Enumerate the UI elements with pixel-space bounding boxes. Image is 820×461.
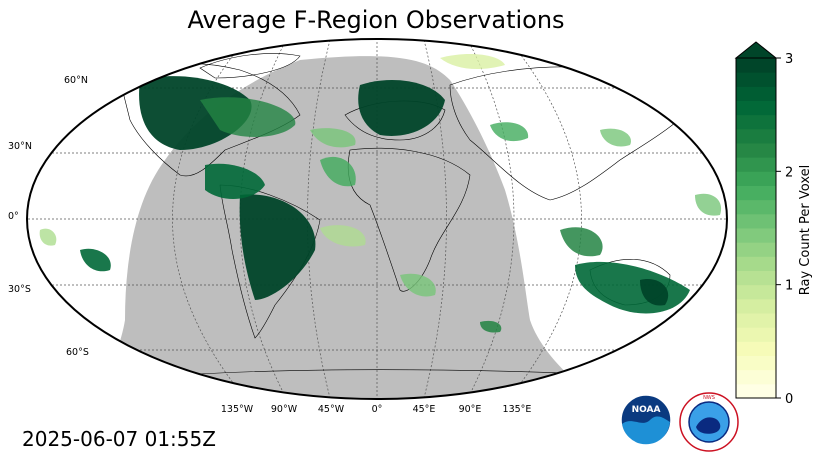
- lat-label: 0°: [8, 211, 19, 222]
- colorbar-label: Ray Count Per Voxel: [798, 165, 813, 295]
- map-title: Average F-Region Observations: [187, 6, 565, 34]
- noaa-logo: NOAA: [620, 394, 672, 446]
- colorbar-band: [736, 213, 776, 229]
- colorbar-band: [736, 341, 776, 356]
- lon-label: 135°E: [502, 404, 532, 415]
- colorbar-band: [736, 114, 776, 130]
- colorbar-band: [736, 128, 776, 144]
- colorbar-band: [736, 72, 776, 87]
- lon-label: 135°W: [220, 404, 254, 415]
- colorbar-frame: [735, 57, 777, 399]
- colorbar-band: [736, 185, 776, 201]
- colorbar-band: [736, 313, 776, 328]
- lon-label: 45°E: [412, 404, 436, 415]
- colorbar-band: [736, 171, 776, 186]
- colorbar-extend-arrow: [734, 41, 778, 59]
- colorbar-band: [736, 256, 776, 271]
- colorbar-band: [736, 100, 776, 116]
- colorbar-band: [736, 284, 776, 300]
- colorbar-band: [736, 58, 776, 73]
- lat-label: 60°S: [66, 347, 89, 358]
- lon-label: 90°W: [270, 404, 298, 415]
- colorbar-band: [736, 270, 776, 286]
- nws-lettering: NWS: [703, 395, 715, 401]
- colorbar-band: [736, 298, 776, 314]
- colorbar-bands: [736, 58, 776, 399]
- colorbar-tick-label: 2: [785, 165, 793, 180]
- colorbar-band: [736, 355, 776, 371]
- colorbar-ticks: 0 1 2 3: [776, 52, 793, 407]
- colorbar-band: [736, 157, 776, 172]
- colorbar-band: [736, 327, 776, 342]
- lon-label: 90°E: [458, 404, 482, 415]
- globe-outline: [26, 38, 728, 400]
- colorbar-band: [736, 369, 776, 385]
- colorbar-tick-label: 3: [785, 52, 793, 67]
- colorbar-tick-label: 0: [785, 392, 793, 407]
- lon-label: 0°: [371, 404, 383, 415]
- svg-text:NOAA: NOAA: [632, 405, 661, 415]
- nws-logo: NWS: [679, 392, 739, 452]
- colorbar-tick-label: 1: [785, 279, 793, 294]
- colorbar-band: [736, 199, 776, 215]
- lat-label: 30°N: [8, 141, 32, 152]
- colorbar-band: [736, 228, 776, 243]
- colorbar-band: [736, 383, 776, 399]
- lat-label: 60°N: [64, 75, 88, 86]
- lon-label: 45°W: [317, 404, 345, 415]
- lat-label: 30°S: [8, 284, 31, 295]
- colorbar-band: [736, 143, 776, 158]
- observation-density: [39, 54, 722, 333]
- colorbar-band: [736, 242, 776, 257]
- timestamp: 2025-06-07 01:55Z: [22, 427, 216, 451]
- colorbar-band: [736, 86, 776, 101]
